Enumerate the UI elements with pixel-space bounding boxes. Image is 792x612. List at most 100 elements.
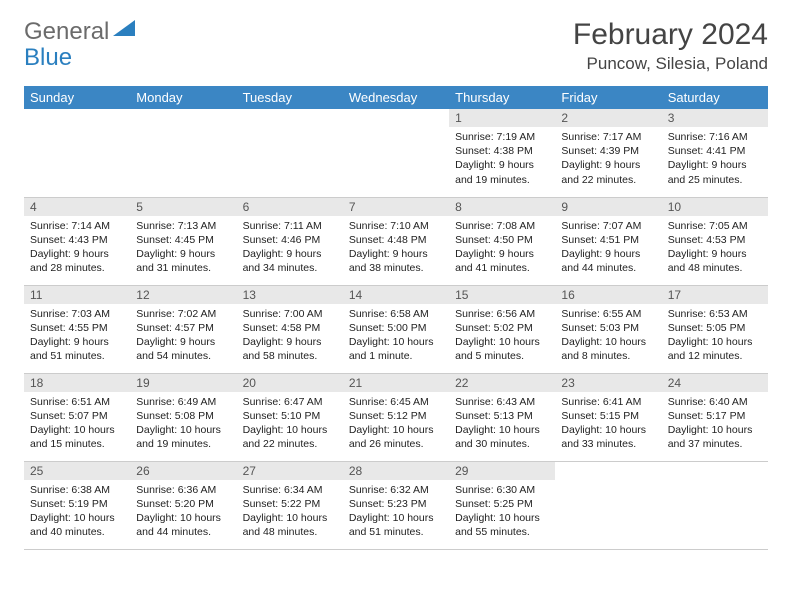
day-body: Sunrise: 7:16 AMSunset: 4:41 PMDaylight:… — [662, 127, 768, 191]
day-number: 2 — [555, 109, 661, 127]
calendar-body: 1Sunrise: 7:19 AMSunset: 4:38 PMDaylight… — [24, 109, 768, 549]
day-cell: 4Sunrise: 7:14 AMSunset: 4:43 PMDaylight… — [24, 197, 130, 285]
day-number: 28 — [343, 462, 449, 480]
day-cell: 5Sunrise: 7:13 AMSunset: 4:45 PMDaylight… — [130, 197, 236, 285]
day-body: Sunrise: 7:05 AMSunset: 4:53 PMDaylight:… — [662, 216, 768, 280]
day-body: Sunrise: 6:38 AMSunset: 5:19 PMDaylight:… — [24, 480, 130, 544]
day-cell: 24Sunrise: 6:40 AMSunset: 5:17 PMDayligh… — [662, 373, 768, 461]
day-body: Sunrise: 6:53 AMSunset: 5:05 PMDaylight:… — [662, 304, 768, 368]
day-body: Sunrise: 6:56 AMSunset: 5:02 PMDaylight:… — [449, 304, 555, 368]
empty-cell — [343, 109, 449, 197]
day-body: Sunrise: 7:08 AMSunset: 4:50 PMDaylight:… — [449, 216, 555, 280]
weekday-header: Wednesday — [343, 86, 449, 109]
day-cell: 9Sunrise: 7:07 AMSunset: 4:51 PMDaylight… — [555, 197, 661, 285]
weekday-header: Saturday — [662, 86, 768, 109]
empty-cell — [24, 109, 130, 197]
day-cell: 29Sunrise: 6:30 AMSunset: 5:25 PMDayligh… — [449, 461, 555, 549]
day-cell: 25Sunrise: 6:38 AMSunset: 5:19 PMDayligh… — [24, 461, 130, 549]
day-cell: 6Sunrise: 7:11 AMSunset: 4:46 PMDaylight… — [237, 197, 343, 285]
day-body: Sunrise: 6:40 AMSunset: 5:17 PMDaylight:… — [662, 392, 768, 456]
day-cell: 12Sunrise: 7:02 AMSunset: 4:57 PMDayligh… — [130, 285, 236, 373]
day-body: Sunrise: 6:43 AMSunset: 5:13 PMDaylight:… — [449, 392, 555, 456]
day-number: 3 — [662, 109, 768, 127]
logo-text-general: General — [24, 18, 109, 46]
day-body: Sunrise: 6:34 AMSunset: 5:22 PMDaylight:… — [237, 480, 343, 544]
calendar-row: 1Sunrise: 7:19 AMSunset: 4:38 PMDaylight… — [24, 109, 768, 197]
day-number: 26 — [130, 462, 236, 480]
location: Puncow, Silesia, Poland — [573, 54, 768, 74]
day-body: Sunrise: 7:03 AMSunset: 4:55 PMDaylight:… — [24, 304, 130, 368]
calendar-row: 18Sunrise: 6:51 AMSunset: 5:07 PMDayligh… — [24, 373, 768, 461]
day-number: 25 — [24, 462, 130, 480]
day-cell: 18Sunrise: 6:51 AMSunset: 5:07 PMDayligh… — [24, 373, 130, 461]
day-body: Sunrise: 7:02 AMSunset: 4:57 PMDaylight:… — [130, 304, 236, 368]
day-number: 21 — [343, 374, 449, 392]
day-number: 19 — [130, 374, 236, 392]
day-cell: 7Sunrise: 7:10 AMSunset: 4:48 PMDaylight… — [343, 197, 449, 285]
calendar-row: 4Sunrise: 7:14 AMSunset: 4:43 PMDaylight… — [24, 197, 768, 285]
day-body: Sunrise: 7:07 AMSunset: 4:51 PMDaylight:… — [555, 216, 661, 280]
empty-cell — [130, 109, 236, 197]
day-body: Sunrise: 6:51 AMSunset: 5:07 PMDaylight:… — [24, 392, 130, 456]
weekday-header: Monday — [130, 86, 236, 109]
day-cell: 2Sunrise: 7:17 AMSunset: 4:39 PMDaylight… — [555, 109, 661, 197]
day-number: 18 — [24, 374, 130, 392]
day-number: 24 — [662, 374, 768, 392]
day-body: Sunrise: 7:14 AMSunset: 4:43 PMDaylight:… — [24, 216, 130, 280]
day-cell: 21Sunrise: 6:45 AMSunset: 5:12 PMDayligh… — [343, 373, 449, 461]
day-number: 22 — [449, 374, 555, 392]
day-number: 15 — [449, 286, 555, 304]
day-body: Sunrise: 6:58 AMSunset: 5:00 PMDaylight:… — [343, 304, 449, 368]
day-cell: 28Sunrise: 6:32 AMSunset: 5:23 PMDayligh… — [343, 461, 449, 549]
day-number: 5 — [130, 198, 236, 216]
title-block: February 2024 Puncow, Silesia, Poland — [573, 18, 768, 74]
day-cell: 13Sunrise: 7:00 AMSunset: 4:58 PMDayligh… — [237, 285, 343, 373]
day-number: 12 — [130, 286, 236, 304]
day-cell: 1Sunrise: 7:19 AMSunset: 4:38 PMDaylight… — [449, 109, 555, 197]
day-cell: 16Sunrise: 6:55 AMSunset: 5:03 PMDayligh… — [555, 285, 661, 373]
day-number: 27 — [237, 462, 343, 480]
logo-triangle-icon — [113, 18, 139, 43]
day-number: 9 — [555, 198, 661, 216]
day-number: 16 — [555, 286, 661, 304]
day-cell: 22Sunrise: 6:43 AMSunset: 5:13 PMDayligh… — [449, 373, 555, 461]
day-number: 6 — [237, 198, 343, 216]
day-cell: 19Sunrise: 6:49 AMSunset: 5:08 PMDayligh… — [130, 373, 236, 461]
weekday-header: Thursday — [449, 86, 555, 109]
day-cell: 26Sunrise: 6:36 AMSunset: 5:20 PMDayligh… — [130, 461, 236, 549]
day-body: Sunrise: 6:36 AMSunset: 5:20 PMDaylight:… — [130, 480, 236, 544]
day-cell: 14Sunrise: 6:58 AMSunset: 5:00 PMDayligh… — [343, 285, 449, 373]
logo: General — [24, 18, 141, 46]
day-number: 14 — [343, 286, 449, 304]
day-body: Sunrise: 6:32 AMSunset: 5:23 PMDaylight:… — [343, 480, 449, 544]
day-body: Sunrise: 7:13 AMSunset: 4:45 PMDaylight:… — [130, 216, 236, 280]
day-body: Sunrise: 6:41 AMSunset: 5:15 PMDaylight:… — [555, 392, 661, 456]
day-cell: 20Sunrise: 6:47 AMSunset: 5:10 PMDayligh… — [237, 373, 343, 461]
day-cell: 15Sunrise: 6:56 AMSunset: 5:02 PMDayligh… — [449, 285, 555, 373]
calendar-table: SundayMondayTuesdayWednesdayThursdayFrid… — [24, 86, 768, 550]
day-number: 29 — [449, 462, 555, 480]
day-body: Sunrise: 6:55 AMSunset: 5:03 PMDaylight:… — [555, 304, 661, 368]
day-number: 10 — [662, 198, 768, 216]
day-number: 11 — [24, 286, 130, 304]
empty-cell — [237, 109, 343, 197]
day-number: 20 — [237, 374, 343, 392]
day-number: 13 — [237, 286, 343, 304]
day-body: Sunrise: 7:10 AMSunset: 4:48 PMDaylight:… — [343, 216, 449, 280]
day-cell: 27Sunrise: 6:34 AMSunset: 5:22 PMDayligh… — [237, 461, 343, 549]
day-number: 8 — [449, 198, 555, 216]
header: General February 2024 Puncow, Silesia, P… — [24, 18, 768, 74]
day-cell: 23Sunrise: 6:41 AMSunset: 5:15 PMDayligh… — [555, 373, 661, 461]
day-number: 1 — [449, 109, 555, 127]
day-body: Sunrise: 6:45 AMSunset: 5:12 PMDaylight:… — [343, 392, 449, 456]
day-body: Sunrise: 7:00 AMSunset: 4:58 PMDaylight:… — [237, 304, 343, 368]
day-body: Sunrise: 6:47 AMSunset: 5:10 PMDaylight:… — [237, 392, 343, 456]
day-body: Sunrise: 7:17 AMSunset: 4:39 PMDaylight:… — [555, 127, 661, 191]
empty-cell — [662, 461, 768, 549]
day-number: 23 — [555, 374, 661, 392]
calendar-row: 25Sunrise: 6:38 AMSunset: 5:19 PMDayligh… — [24, 461, 768, 549]
weekday-header: Tuesday — [237, 86, 343, 109]
day-cell: 10Sunrise: 7:05 AMSunset: 4:53 PMDayligh… — [662, 197, 768, 285]
weekday-header: Friday — [555, 86, 661, 109]
day-body: Sunrise: 7:11 AMSunset: 4:46 PMDaylight:… — [237, 216, 343, 280]
